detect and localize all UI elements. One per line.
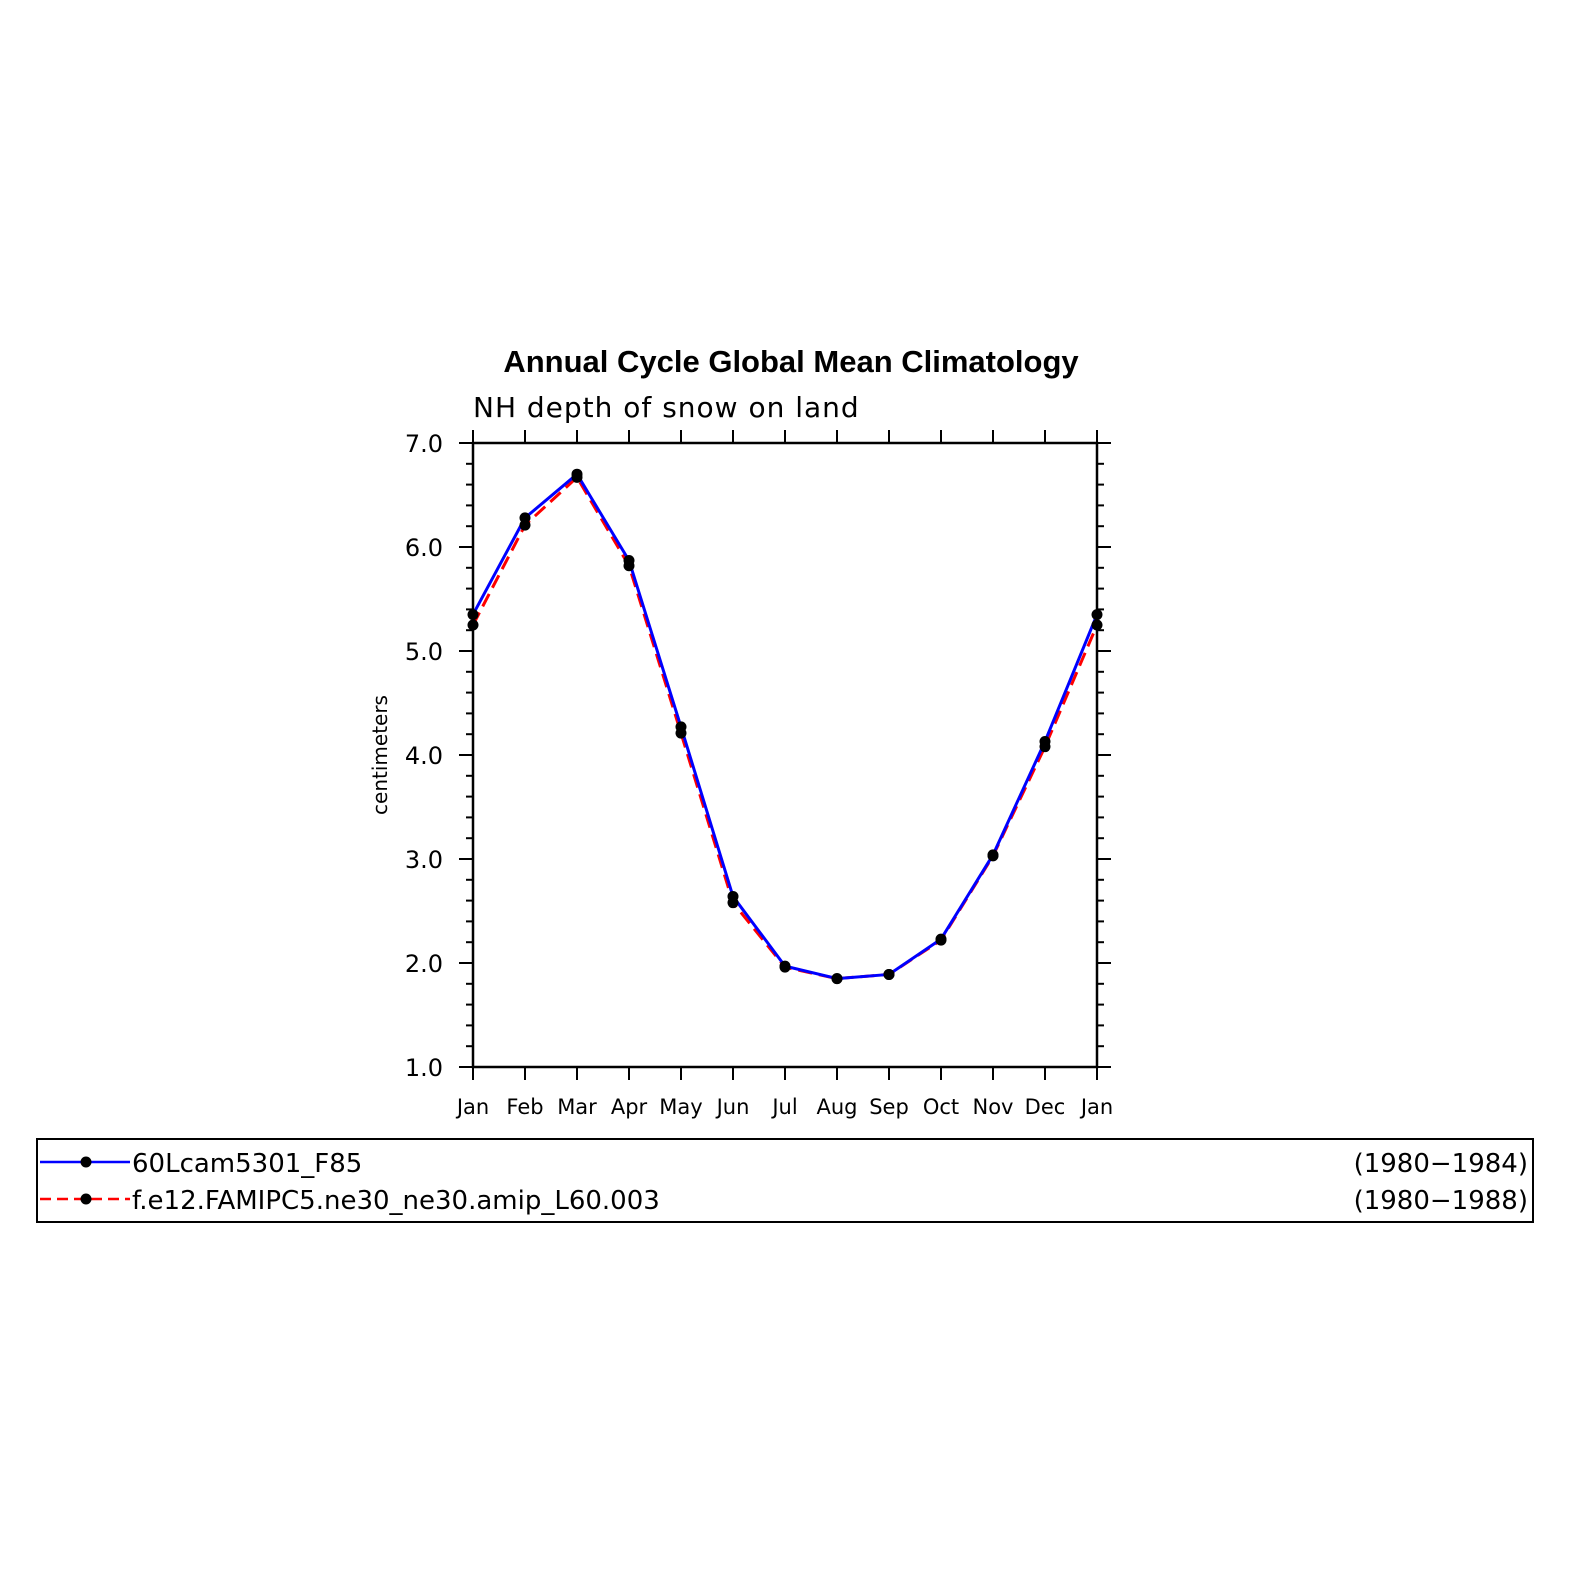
y-tick-label: 7.0 [405, 430, 443, 458]
legend-label: f.e12.FAMIPC5.ne30_ne30.amip_L60.003 [132, 1186, 660, 1216]
legend-period: (1980−1984) [1354, 1149, 1528, 1179]
data-point [883, 968, 895, 980]
series-line [471, 475, 1099, 981]
data-point [1039, 735, 1051, 747]
y-tick-label: 4.0 [405, 742, 443, 770]
data-point [727, 890, 739, 902]
data-point [935, 933, 947, 945]
y-tick-label: 6.0 [405, 534, 443, 562]
legend-marker [80, 1156, 92, 1168]
x-tick-label: Sep [869, 1095, 909, 1119]
data-point [779, 960, 791, 972]
x-tick-label: Aug [816, 1095, 857, 1119]
plot-frame [471, 441, 1099, 1069]
x-tick-label: Jan [455, 1095, 489, 1119]
y-tick-labels: 1.0 2.0 3.0 4.0 5.0 6.0 7.0 [405, 430, 443, 1082]
axis-ticks [459, 430, 1111, 1080]
data-point [987, 849, 999, 861]
data-series [467, 468, 1103, 985]
x-tick-label: Oct [923, 1095, 959, 1119]
y-tick-label: 5.0 [405, 638, 443, 666]
data-point [519, 512, 531, 524]
x-tick-label: Nov [973, 1095, 1014, 1119]
legend-period: (1980−1988) [1354, 1186, 1528, 1216]
y-tick-label: 2.0 [405, 950, 443, 978]
x-tick-label: Jun [715, 1095, 750, 1119]
x-tick-label: May [659, 1095, 702, 1119]
data-point [675, 721, 687, 733]
chart-title: Annual Cycle Global Mean Climatology [503, 344, 1079, 379]
chart-subtitle: NH depth of snow on land [473, 391, 860, 424]
legend-entries: 60Lcam5301_F85 (1980−1984) f.e12.FAMIPC5.n… [40, 1149, 1528, 1216]
y-tick-label: 1.0 [405, 1054, 443, 1082]
x-tick-label: Jul [770, 1095, 797, 1119]
data-point [831, 973, 843, 985]
x-tick-label: Feb [506, 1095, 543, 1119]
legend-marker [80, 1193, 92, 1205]
y-tick-label: 3.0 [405, 846, 443, 874]
x-tick-label: Dec [1025, 1095, 1066, 1119]
x-tick-label: Apr [611, 1095, 648, 1119]
data-point [571, 468, 583, 480]
y-axis-label: centimeters [368, 695, 392, 815]
data-point [623, 555, 635, 567]
legend-box [36, 1138, 1534, 1223]
series-line [471, 472, 1099, 981]
x-tick-label: Mar [557, 1095, 597, 1119]
legend: 60Lcam5301_F85 (1980−1984) f.e12.FAMIPC5.n… [36, 1138, 1534, 1223]
x-tick-label: Jan [1079, 1095, 1113, 1119]
x-tick-labels: Jan Feb Mar Apr May Jun Jul Aug Sep Oct Nov Dec Jan [455, 1095, 1113, 1119]
legend-label: 60Lcam5301_F85 [132, 1149, 362, 1179]
